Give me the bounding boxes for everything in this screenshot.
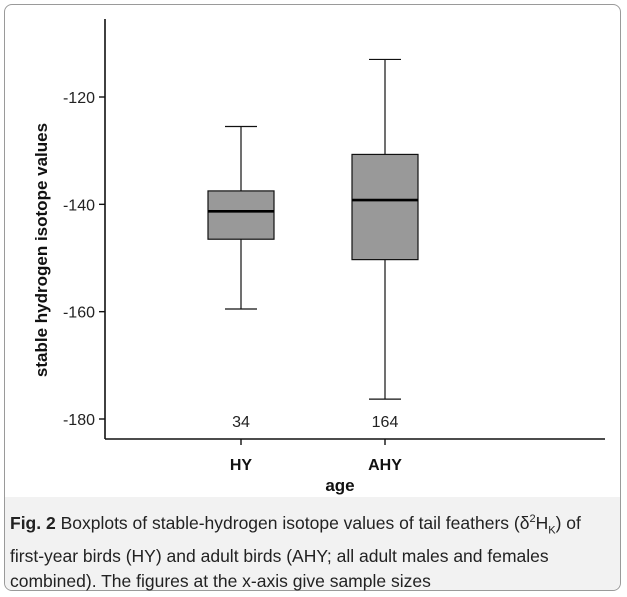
box-hy: 34: [207, 125, 275, 431]
caption-text-1: Boxplots of stable-hydrogen isotope valu…: [55, 512, 530, 533]
x-tick-label: AHY: [368, 457, 402, 474]
x-tick-label: HY: [230, 457, 253, 474]
figure-caption: Fig. 2 Boxplots of stable-hydrogen isoto…: [10, 507, 615, 595]
sample-size-label: 164: [372, 414, 399, 431]
iqr-box: [351, 153, 419, 261]
iqr-box: [207, 190, 275, 240]
caption-sub: K: [548, 524, 556, 537]
y-axis-label: stable hydrogen isotope values: [32, 123, 51, 377]
figure-label: Fig. 2: [10, 512, 56, 533]
boxplot-chart: -120 -140 -160 -180 HY AHY 34 164 stable hydro…: [32, 19, 605, 495]
caption-panel: [5, 497, 620, 590]
figure-frame: [4, 4, 621, 591]
y-tick-label: -120: [63, 90, 95, 107]
y-tick-label: -180: [63, 412, 95, 429]
caption-text-2: ) of first-year birds (HY) and adult bir…: [10, 512, 581, 592]
y-tick-label: -160: [63, 305, 95, 322]
caption-sup: 2: [529, 513, 536, 525]
sample-size-label: 34: [232, 414, 250, 431]
x-axis-label: age: [325, 476, 354, 495]
box-ahy: 164: [351, 58, 419, 431]
y-tick-label: -140: [63, 197, 95, 214]
caption-base: H: [535, 512, 549, 533]
